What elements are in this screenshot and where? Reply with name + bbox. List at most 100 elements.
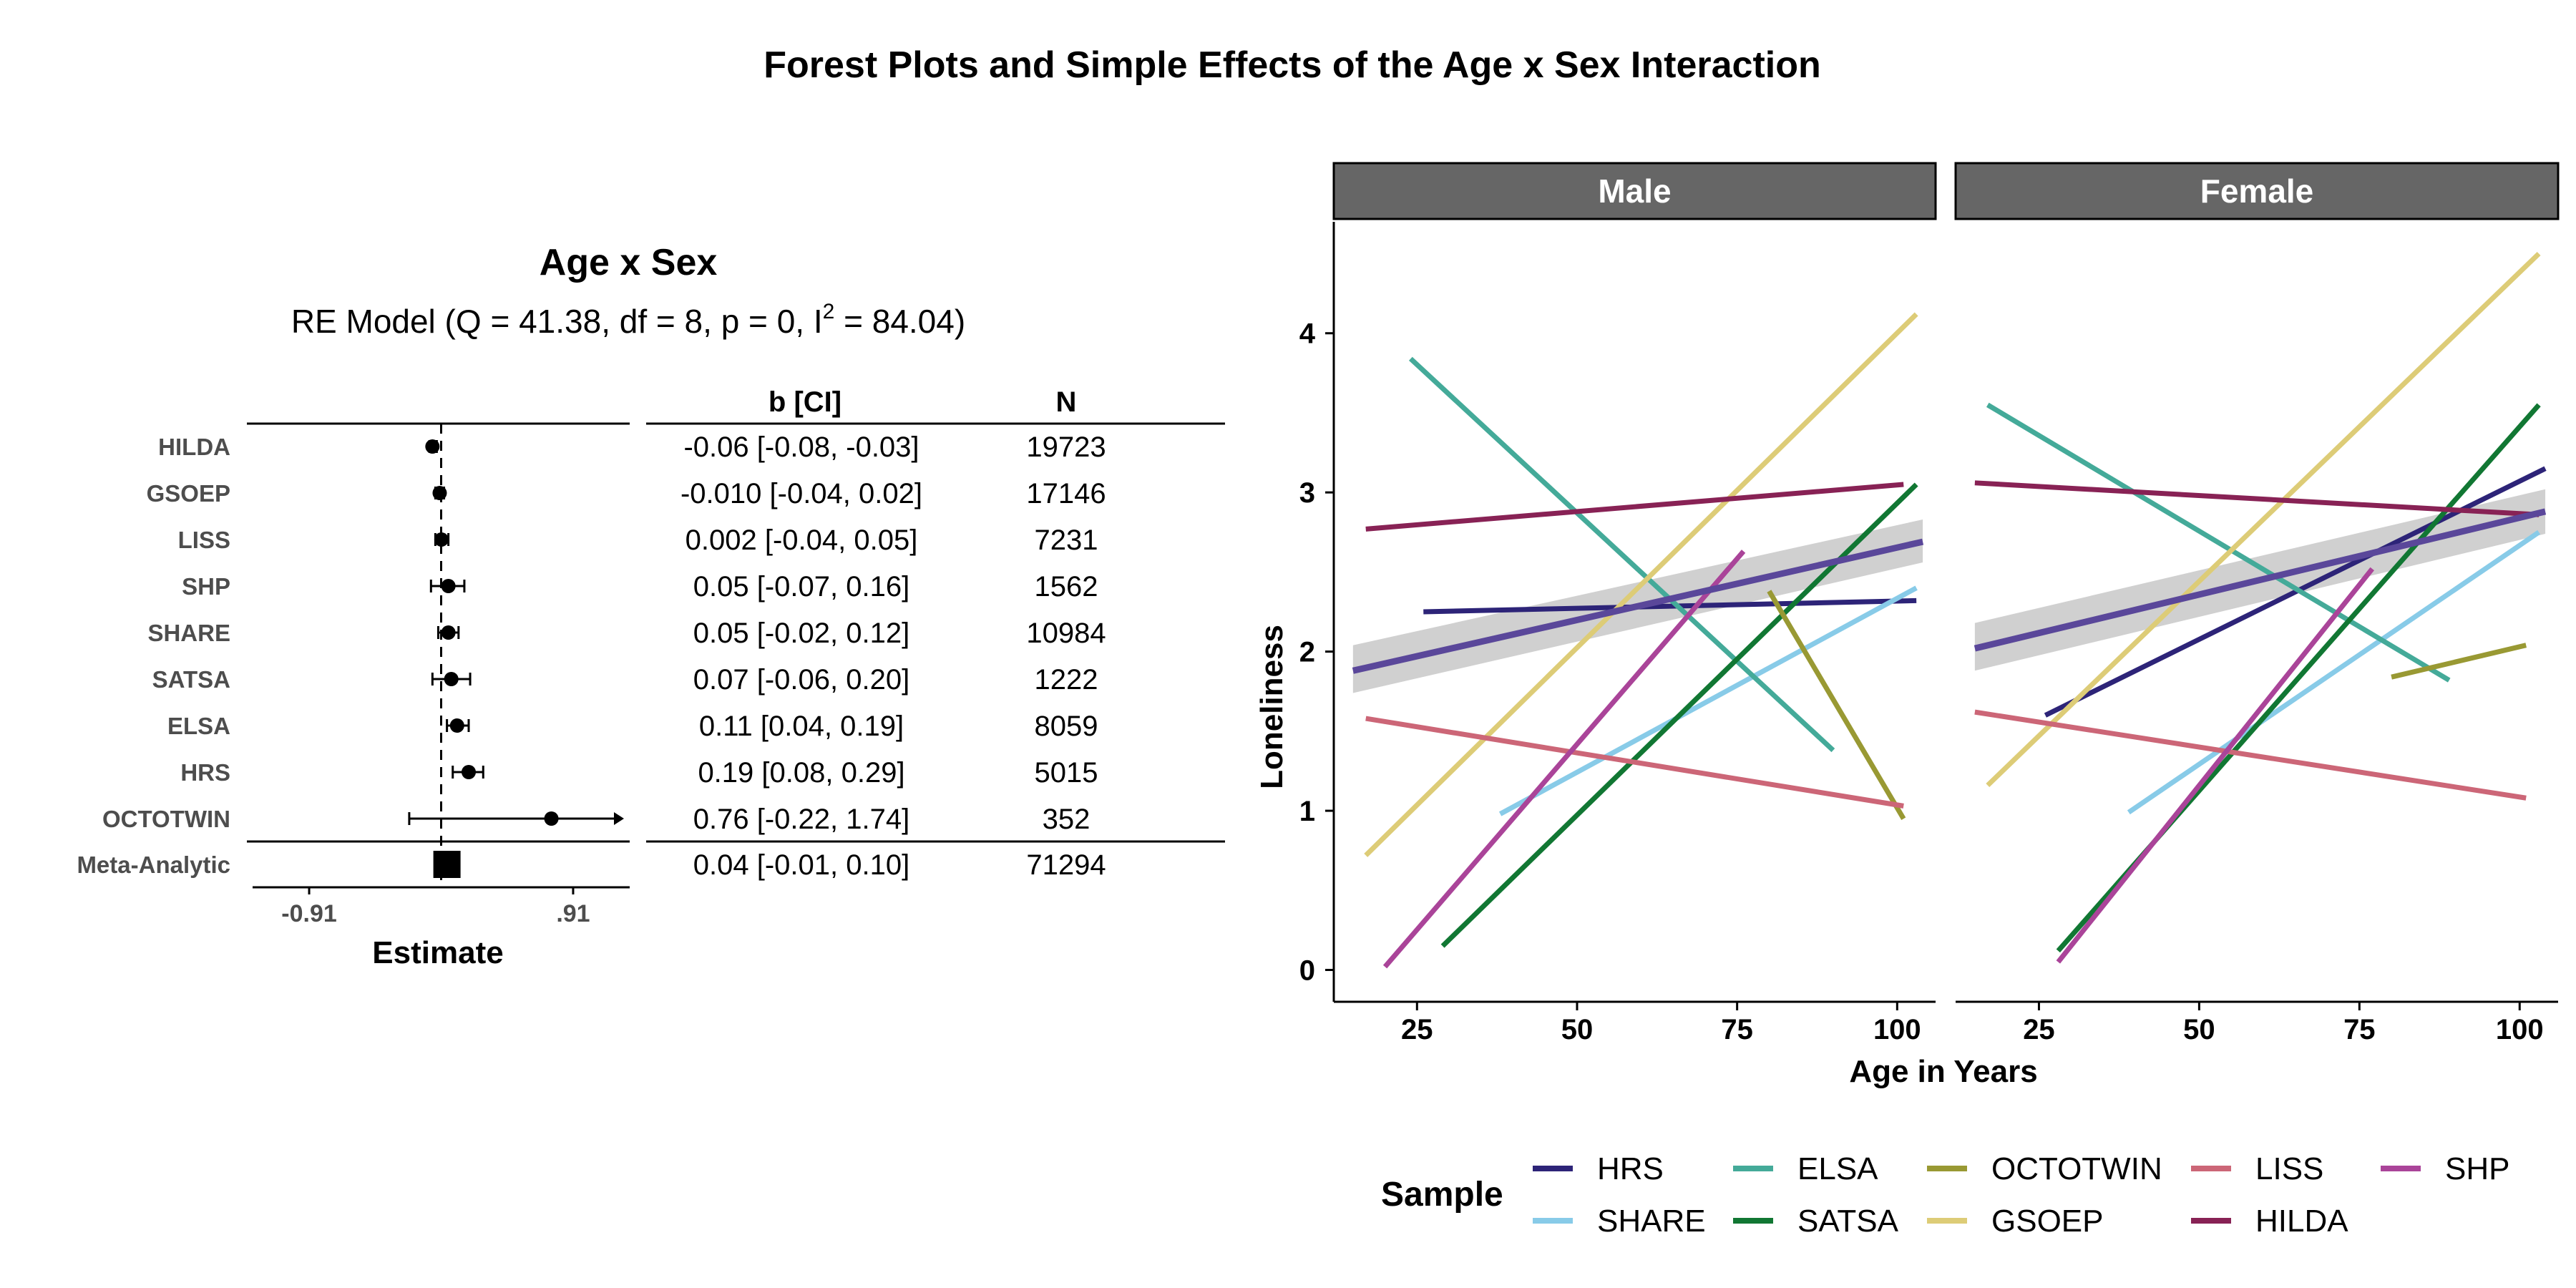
- forest-marks: -0.91 .91 HILDA -0.06 [-0.08, -0.03] 19723 GS…: [77, 422, 1225, 927]
- panel-female: Female 25 50 75 100: [1954, 162, 2560, 1045]
- forest-n-value: 352: [1043, 804, 1091, 835]
- forest-row-label: SATSA: [152, 666, 230, 693]
- panels-y-axis-title: Loneliness: [1254, 625, 1289, 789]
- forest-row-shp: SHP 0.05 [-0.07, 0.16] 1562: [182, 571, 1098, 602]
- forest-point: [432, 486, 447, 500]
- forest-row-hrs: HRS 0.19 [0.08, 0.29] 5015: [180, 757, 1098, 789]
- series-line-liss: [1365, 716, 1904, 809]
- series-line-elsa: [1408, 356, 1835, 753]
- forest-row-label: HILDA: [158, 434, 230, 460]
- legend-label: OCTOTWIN: [1991, 1151, 2162, 1186]
- figure-title: Forest Plots and Simple Effects of the A…: [763, 44, 1821, 86]
- forest-ci-value: 0.07 [-0.06, 0.20]: [693, 664, 909, 696]
- panels-x-axis-title: Age in Years: [1849, 1054, 2037, 1089]
- series-line-shp: [1382, 550, 1746, 969]
- forest-row-liss: LISS 0.002 [-0.04, 0.05] 7231: [178, 525, 1098, 556]
- series-line-gsoep: [1364, 312, 1918, 857]
- forest-row-elsa: ELSA 0.11 [0.04, 0.19] 8059: [167, 711, 1098, 742]
- forest-ci-value: 0.04 [-0.01, 0.10]: [693, 849, 909, 881]
- panels-y-tick-label: 2: [1299, 637, 1315, 668]
- forest-col-header-ci: b [CI]: [769, 386, 841, 418]
- forest-n-value: 1222: [1035, 664, 1098, 696]
- legend: Sample HRS SHARE ELSA SATSA OCTOTWIN GSOEP LIS…: [1381, 1151, 2509, 1239]
- legend-item-shp: SHP: [2381, 1151, 2509, 1186]
- forest-ci-value: 0.19 [0.08, 0.29]: [698, 757, 904, 789]
- forest-ci-value: 0.002 [-0.04, 0.05]: [686, 525, 918, 556]
- forest-n-value: 10984: [1026, 618, 1106, 649]
- forest-row-label: GSOEP: [147, 480, 230, 507]
- panel-x-tick-label: 75: [2343, 1014, 2376, 1045]
- legend-title: Sample: [1381, 1176, 1503, 1214]
- meta-analytic-line: [1974, 508, 2547, 652]
- forest-row-meta-analytic: Meta-Analytic 0.04 [-0.01, 0.10] 71294: [77, 849, 1106, 881]
- forest-n-value: 7231: [1035, 525, 1098, 556]
- forest-point: [544, 811, 559, 826]
- forest-ci-value: -0.06 [-0.08, -0.03]: [683, 431, 919, 463]
- forest-x-tick-label: .91: [556, 900, 590, 927]
- legend-item-octotwin: OCTOTWIN: [1927, 1151, 2162, 1186]
- series-line-shp: [2056, 567, 2374, 964]
- forest-n-value: 71294: [1026, 849, 1106, 881]
- legend-label: GSOEP: [1991, 1204, 2104, 1239]
- legend-item-share: SHARE: [1533, 1204, 1706, 1239]
- series-line-hilda: [1974, 480, 2540, 517]
- panel-x-tick-label: 25: [1401, 1014, 1433, 1045]
- forest-row-label: SHARE: [147, 620, 230, 646]
- forest-row-octotwin: OCTOTWIN 0.76 [-0.22, 1.74] 352: [102, 804, 1090, 835]
- series-line-gsoep: [1986, 251, 2541, 787]
- forest-point: [462, 765, 477, 779]
- forest-point: [441, 579, 456, 593]
- forest-n-value: 1562: [1035, 571, 1098, 602]
- series-line-liss: [1974, 709, 2527, 801]
- legend-items: HRS SHARE ELSA SATSA OCTOTWIN GSOEP LISS HILDA S…: [1533, 1151, 2509, 1239]
- forest-arrow-head: [614, 812, 624, 825]
- forest-point: [444, 672, 459, 686]
- panel-x-tick-label: 50: [2183, 1014, 2215, 1045]
- panel-male: Male 25 50 75 100: [1332, 162, 1937, 1045]
- meta-analytic-line: [1352, 538, 1924, 674]
- forest-point: [441, 625, 456, 640]
- forest-n-value: 19723: [1026, 431, 1106, 463]
- forest-x-axis-title: Estimate: [372, 935, 503, 970]
- series-line-share: [2127, 530, 2541, 815]
- panel-strip-label: Male: [1598, 172, 1671, 210]
- forest-point: [449, 718, 464, 733]
- legend-item-gsoep: GSOEP: [1927, 1204, 2104, 1239]
- forest-row-label: SHP: [182, 573, 230, 600]
- forest-row-label: ELSA: [167, 713, 230, 739]
- forest-summary-square: [433, 851, 461, 878]
- forest-row-gsoep: GSOEP -0.010 [-0.04, 0.02] 17146: [147, 478, 1106, 509]
- legend-label: ELSA: [1797, 1151, 1878, 1186]
- panel-strip: [1332, 162, 1937, 220]
- forest-ci-value: 0.05 [-0.07, 0.16]: [693, 571, 909, 602]
- series-line-octotwin: [2391, 643, 2527, 680]
- series-line-share: [1498, 585, 1918, 816]
- panel-x-tick-label: 100: [2496, 1014, 2544, 1045]
- legend-item-elsa: ELSA: [1733, 1151, 1878, 1186]
- legend-label: SHP: [2445, 1151, 2509, 1186]
- forest-n-value: 17146: [1026, 478, 1106, 509]
- forest-ci-value: 0.76 [-0.22, 1.74]: [693, 804, 909, 835]
- panels-y-tick-label: 3: [1299, 477, 1315, 509]
- panels-y-tick-label: 1: [1299, 796, 1315, 827]
- forest-n-value: 8059: [1035, 711, 1098, 742]
- legend-label: SHARE: [1597, 1204, 1706, 1239]
- simple-effects-panels: Loneliness Age in Years 0 1 2 3 4 Male 25 50 75 1…: [1254, 162, 2560, 1089]
- panel-x-tick-label: 25: [2023, 1014, 2055, 1045]
- forest-col-header-n: N: [1056, 386, 1077, 418]
- forest-model-stats: RE Model (Q = 41.38, df = 8, p = 0, I2 =…: [291, 300, 965, 340]
- series-line-octotwin: [1767, 590, 1906, 820]
- forest-ci-value: 0.05 [-0.02, 0.12]: [693, 618, 909, 649]
- forest-row-label: HRS: [180, 759, 230, 786]
- forest-title: Age x Sex: [540, 242, 718, 283]
- forest-row-satsa: SATSA 0.07 [-0.06, 0.20] 1222: [152, 664, 1098, 696]
- panel-strip-label: Female: [2200, 172, 2314, 210]
- legend-label: LISS: [2255, 1151, 2323, 1186]
- forest-row-label: OCTOTWIN: [102, 806, 230, 832]
- forest-point: [434, 532, 449, 547]
- legend-item-liss: LISS: [2191, 1151, 2323, 1186]
- panel-strip: [1954, 162, 2560, 220]
- panel-marks: 0 1 2 3 4 Male 25 50 75 100 Female 25 50 75 100: [1299, 162, 2560, 1045]
- legend-label: SATSA: [1797, 1204, 1899, 1239]
